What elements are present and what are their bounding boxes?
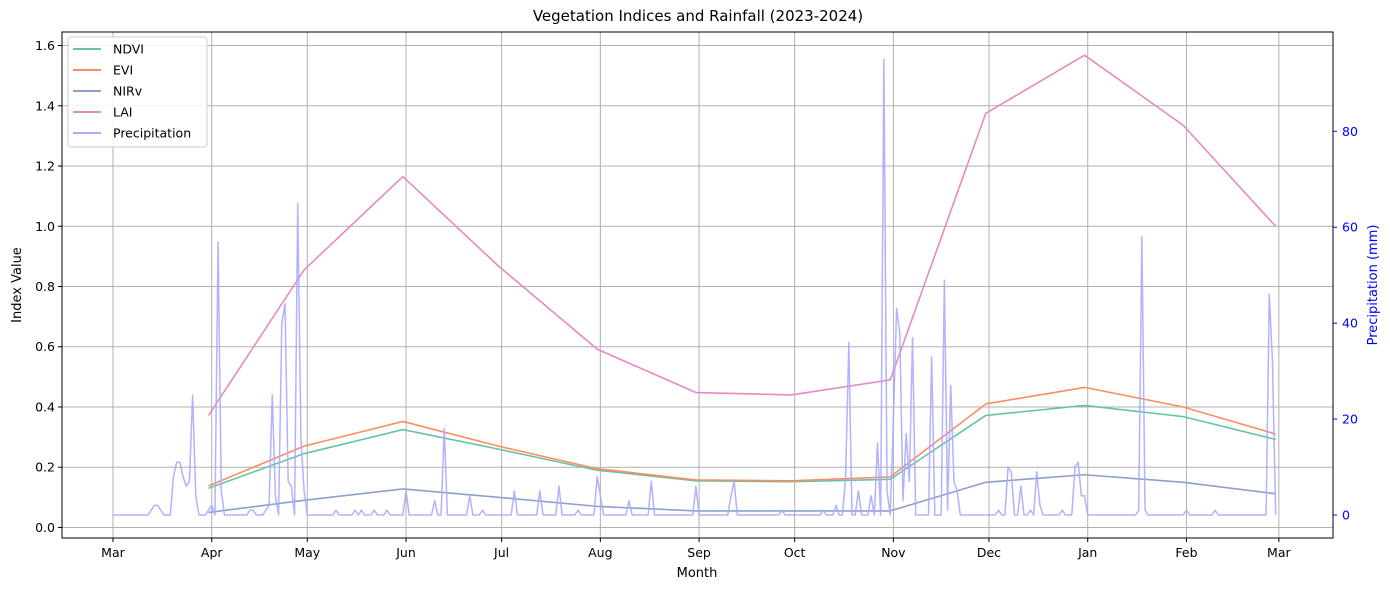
x-tick-label: Feb <box>1175 545 1197 560</box>
y2-axis-title: Precipitation (mm) <box>1366 225 1381 346</box>
legend-label-ndvi: NDVI <box>113 42 144 57</box>
y-axis-title: Index Value <box>10 247 25 323</box>
y-tick-label: 1.0 <box>35 219 55 234</box>
y-tick-label: 1.4 <box>35 98 55 113</box>
legend: NDVI EVI NIRv LAI Precipitation <box>67 36 208 148</box>
y2-tick-label: 0 <box>1342 507 1350 522</box>
y-tick-label: 1.2 <box>35 159 55 174</box>
x-tick-label: Sep <box>687 545 711 560</box>
x-tick-label: Mar <box>101 545 125 560</box>
x-tick-label: Apr <box>201 545 223 560</box>
legend-box <box>67 36 208 148</box>
y-tick-label: 0.8 <box>35 279 55 294</box>
series-line-lai <box>207 54 1277 416</box>
legend-label-precipitation: Precipitation <box>113 126 191 141</box>
series-line-ndvi <box>208 404 1276 490</box>
y-tick-label: 0.4 <box>35 399 55 414</box>
y-tick-label: 0.0 <box>35 520 55 535</box>
y2-tick-label: 20 <box>1342 412 1358 427</box>
y2-tick-label: 60 <box>1342 220 1358 235</box>
plot-frame <box>61 31 1334 539</box>
x-tick-label: Jan <box>1077 545 1097 560</box>
y2-tick-label: 40 <box>1342 316 1358 331</box>
chart-title: Vegetation Indices and Rainfall (2023-20… <box>533 7 863 25</box>
x-tick-label: Oct <box>784 545 806 560</box>
axes: Mar Apr May Jun Jul Aug Sep Oct Nov Dec Jan Feb Mar 0… <box>35 38 1358 560</box>
x-tick-label: May <box>294 545 320 560</box>
y-tick-label: 0.2 <box>35 460 55 475</box>
legend-label-evi: EVI <box>113 63 133 78</box>
legend-label-lai: LAI <box>113 105 133 120</box>
x-tick-label: Jun <box>395 545 416 560</box>
series-line-precipitation <box>112 58 1277 516</box>
x-tick-label: Dec <box>977 545 1001 560</box>
x-axis-title: Month <box>677 566 718 581</box>
series-line-evi <box>208 386 1276 487</box>
grid-lines <box>62 32 1333 538</box>
legend-label-nirv: NIRv <box>113 84 143 99</box>
x-tick-label: Jul <box>493 545 509 560</box>
y-tick-label: 1.6 <box>35 38 55 53</box>
y-tick-label: 0.6 <box>35 339 55 354</box>
series-line-nirv <box>208 473 1276 514</box>
x-tick-label: Mar <box>1267 545 1291 560</box>
x-tick-label: Aug <box>588 545 612 560</box>
x-tick-label: Nov <box>881 545 906 560</box>
y2-tick-label: 80 <box>1342 124 1358 139</box>
plot-area <box>112 54 1277 516</box>
